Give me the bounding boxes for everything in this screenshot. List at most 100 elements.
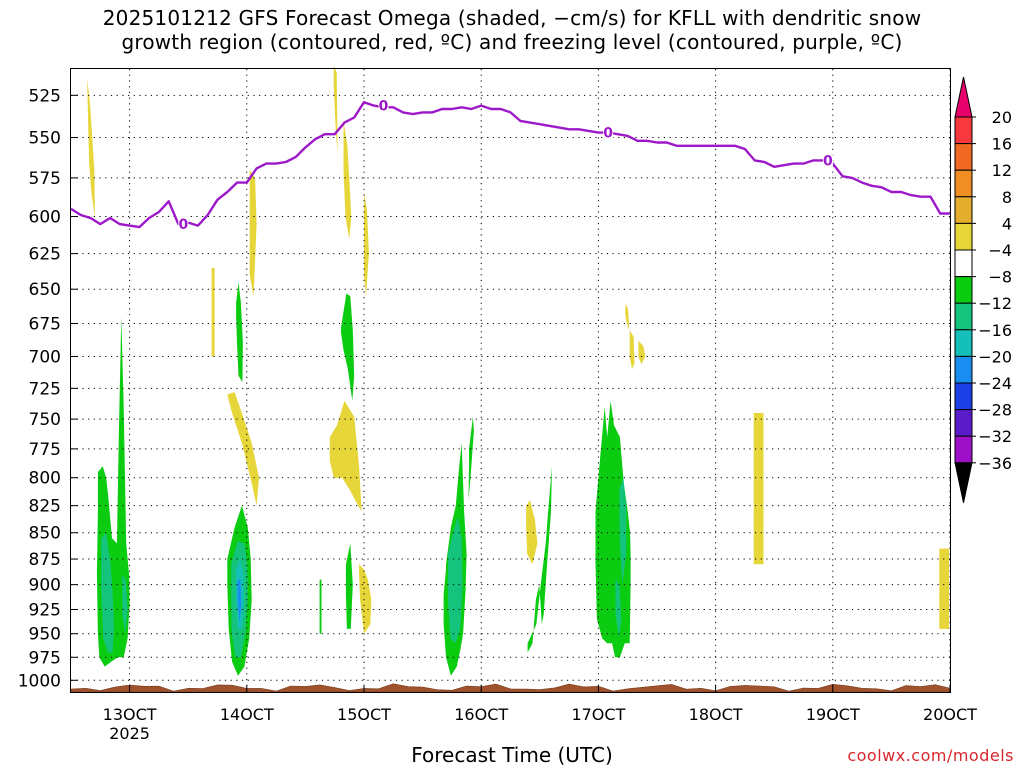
omega-region-11 — [629, 330, 635, 370]
x-tick-label-0: 13OCT — [103, 705, 157, 724]
y-tick-label-19: 1000 — [18, 671, 61, 691]
plot-frame — [70, 68, 951, 693]
y-tick-label-17: 950 — [29, 625, 61, 645]
colorbar-label-1: 16 — [992, 135, 1012, 154]
x-tick-label-6: 19OCT — [806, 705, 860, 724]
omega-region-3 — [249, 170, 257, 297]
omega-region-32 — [237, 579, 242, 623]
omega-region-26 — [122, 574, 128, 634]
colorbar-segment-6 — [954, 276, 973, 304]
omega-region-6 — [364, 193, 369, 297]
x-tick-label-1: 14OCT — [220, 705, 274, 724]
colorbar-segment-4 — [954, 222, 973, 251]
omega-region-5 — [343, 120, 352, 239]
y-axis: 525 550 575 600 625 650 675 700 725 750 775 800 825 8… — [18, 86, 78, 691]
colorbar-segment-7 — [954, 302, 973, 331]
y-tick-label-15: 900 — [29, 576, 61, 596]
x-tick-label-3: 16OCT — [454, 705, 508, 724]
chart-title-line-2: growth region (contoured, red, ºC) and f… — [121, 30, 903, 54]
y-tick-label-9: 750 — [29, 410, 61, 430]
ground-surface-layer — [70, 683, 951, 693]
y-tick-label-11: 800 — [29, 469, 61, 489]
colorbar-label-3: 8 — [1002, 188, 1012, 207]
omega-region-12 — [638, 340, 646, 365]
y-tick-label-12: 825 — [29, 497, 61, 517]
colorbar-segment-11 — [954, 409, 973, 437]
omega-region-20 — [319, 579, 322, 634]
x-axis-label: Forecast Time (UTC) — [411, 743, 613, 767]
colorbar: 20 16 12 8 4 −4 −8 −12 −16 −20 −24 −28 −32 −36 — [954, 76, 1012, 503]
freezing-level-label-0: 0 — [178, 217, 188, 233]
colorbar-label-12: −32 — [978, 427, 1012, 446]
colorbar-label-4: 4 — [1002, 214, 1012, 233]
x-tick-label-7: 20OCT — [923, 705, 977, 724]
y-tick-label-13: 850 — [29, 524, 61, 544]
colorbar-segment-3 — [954, 196, 973, 224]
chart-title-line-1: 2025101212 GFS Forecast Omega (shaded, −… — [102, 6, 922, 30]
freezing-level-label-2: 0 — [603, 126, 613, 142]
colorbar-segment-0 — [954, 116, 973, 145]
omega-region-13 — [753, 413, 764, 565]
omega-region-9 — [526, 500, 538, 565]
omega-region-2 — [211, 268, 215, 357]
colorbar-label-9: −20 — [978, 347, 1012, 366]
colorbar-segment-12 — [954, 435, 973, 464]
y-tick-label-7: 700 — [29, 347, 61, 367]
y-tick-label-14: 875 — [29, 550, 61, 570]
omega-region-29 — [619, 477, 627, 585]
omega-region-23 — [527, 466, 552, 653]
omega-region-25 — [101, 532, 114, 653]
colorbar-label-10: −24 — [978, 374, 1012, 393]
credit-text: coolwx.com/models — [847, 746, 1014, 765]
colorbar-label-8: −16 — [978, 321, 1012, 340]
colorbar-arrow-bottom — [954, 462, 973, 503]
omega-region-19 — [345, 543, 353, 629]
omega-region-22 — [468, 416, 474, 501]
y-tick-label-1: 550 — [29, 129, 61, 149]
omega-region-8 — [359, 564, 372, 634]
colorbar-label-11: −28 — [978, 401, 1012, 420]
x-tick-label-2: 15OCT — [337, 705, 391, 724]
y-tick-label-16: 925 — [29, 600, 61, 620]
omega-region-17 — [236, 282, 243, 383]
y-tick-label-4: 625 — [29, 245, 61, 265]
y-tick-label-5: 650 — [29, 280, 61, 300]
grid-layer — [71, 69, 951, 692]
colorbar-label-6: −8 — [988, 268, 1012, 287]
freezing-level-label-bg-2 — [603, 124, 614, 140]
colorbar-arrow-top — [954, 76, 973, 118]
colorbar-segment-8 — [954, 329, 973, 357]
ground-surface — [70, 683, 951, 693]
freezing-level-layer: 0 0 0 0 — [70, 97, 950, 233]
colorbar-label-5: −4 — [988, 241, 1012, 260]
x-tick-sublabel-0: 2025 — [109, 724, 150, 743]
y-tick-label-3: 600 — [29, 208, 61, 228]
colorbar-segment-10 — [954, 382, 973, 411]
omega-region-1 — [227, 392, 259, 506]
x-tick-label-4: 17OCT — [571, 705, 625, 724]
omega-shading-layer — [87, 65, 949, 676]
omega-region-10 — [625, 303, 630, 331]
omega-region-4 — [333, 65, 338, 154]
y-tick-label-8: 725 — [29, 379, 61, 399]
freezing-level-label-bg-0 — [178, 216, 189, 232]
y-tick-label-2: 575 — [29, 169, 61, 189]
colorbar-segment-9 — [954, 355, 973, 384]
omega-region-14 — [939, 548, 949, 629]
colorbar-label-13: −36 — [978, 454, 1012, 473]
colorbar-label-7: −12 — [978, 294, 1012, 313]
y-tick-label-6: 675 — [29, 314, 61, 334]
omega-region-0 — [87, 77, 95, 217]
freezing-level-label-1: 0 — [379, 99, 389, 115]
omega-region-18 — [341, 293, 355, 401]
x-tick-label-5: 18OCT — [689, 705, 743, 724]
colorbar-segment-2 — [954, 169, 973, 198]
freezing-level-label-bg-3 — [822, 152, 833, 168]
y-tick-label-10: 775 — [29, 440, 61, 460]
omega-region-28 — [448, 516, 463, 644]
omega-region-24 — [595, 400, 631, 658]
freezing-level-label-3: 0 — [823, 153, 833, 169]
omega-region-7 — [329, 400, 362, 512]
